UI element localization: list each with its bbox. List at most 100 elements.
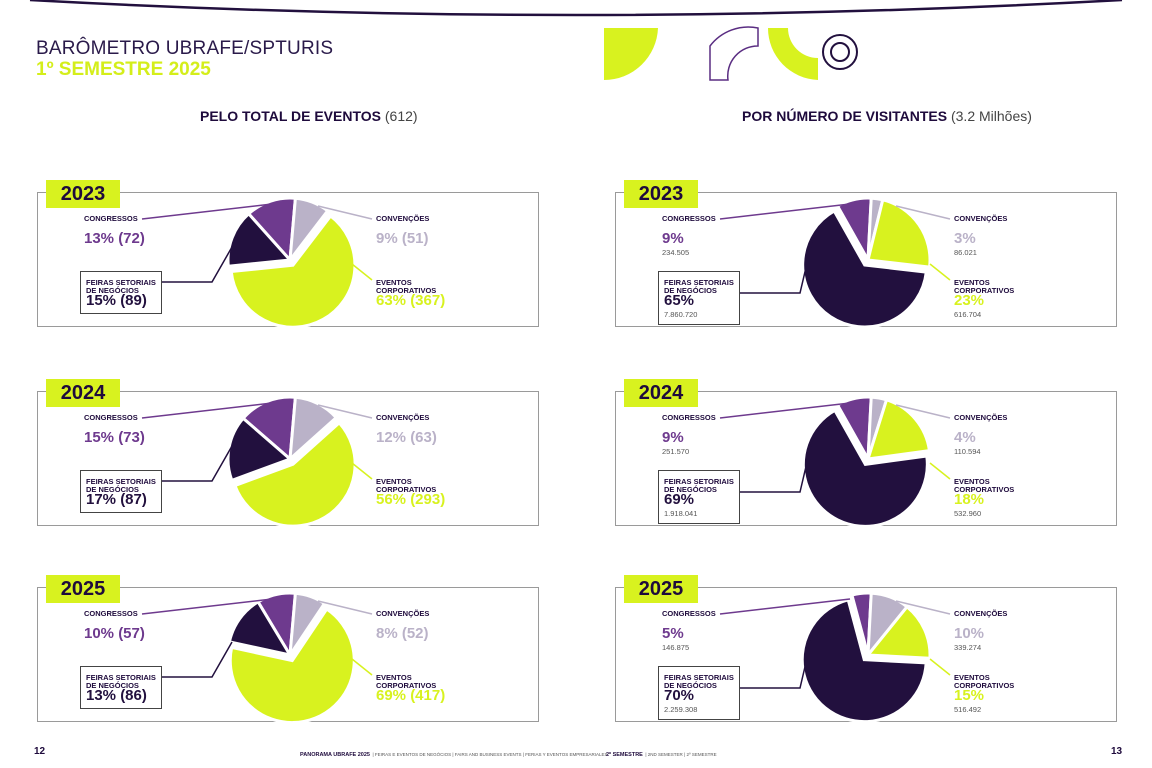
year-badge: 2023 (46, 180, 120, 208)
leader-line-congressos (141, 598, 273, 615)
value-convencoes: 10% (954, 625, 985, 642)
leader-line-eventos (351, 263, 373, 281)
label-eventos-2: CORPORATIVOS (376, 681, 437, 690)
label-feiras-1: FEIRAS SETORIAIS (664, 278, 734, 287)
value-congressos: 9% (662, 230, 684, 247)
value-congressos: 10% (57) (84, 625, 145, 642)
header-arc (29, 0, 1123, 17)
value-convencoes: 8% (52) (376, 625, 429, 642)
label-congressos: CONGRESSOS (84, 609, 138, 618)
sub-feiras: 7.860.720 (664, 310, 698, 319)
label-convencoes: CONVENÇÕES (954, 609, 1008, 618)
label-congressos: CONGRESSOS (84, 214, 138, 223)
label-feiras-1: FEIRAS SETORIAIS (664, 673, 734, 682)
feiras-box (658, 470, 740, 524)
value-congressos: 5% (662, 625, 684, 642)
label-feiras-1: FEIRAS SETORIAIS (664, 477, 734, 486)
label-eventos-1: EVENTOS (376, 278, 412, 287)
pie-slice-feiras (226, 416, 293, 483)
value-feiras: 65% (664, 292, 695, 309)
pie-slice-eventos (864, 604, 932, 660)
leader-line-convencoes (895, 404, 951, 419)
ring-shape (822, 34, 858, 70)
feiras-box (658, 666, 740, 720)
leader-line-convencoes (895, 600, 951, 615)
value-eventos: 18% (954, 491, 985, 508)
pie-slice-eventos (866, 197, 932, 269)
right-chart-title: POR NÚMERO DE VISITANTES (3.2 Milhões) (742, 108, 1032, 124)
label-congressos: CONGRESSOS (662, 214, 716, 223)
value-feiras: 17% (87) (86, 491, 147, 508)
leader-line-congressos (141, 203, 273, 220)
pie-slice-eventos (229, 213, 357, 329)
pie-slice-feiras (800, 597, 928, 724)
leader-line-convencoes (317, 404, 373, 419)
label-convencoes: CONVENÇÕES (954, 413, 1008, 422)
label-feiras-1: FEIRAS SETORIAIS (86, 477, 156, 486)
leader-line-congressos (141, 402, 273, 419)
pie-slice-eventos (228, 606, 356, 725)
label-eventos-1: EVENTOS (954, 673, 990, 682)
label-congressos: CONGRESSOS (84, 413, 138, 422)
leader-line-eventos (929, 462, 951, 480)
value-eventos: 69% (417) (376, 687, 446, 704)
label-eventos-1: EVENTOS (954, 278, 990, 287)
label-eventos-1: EVENTOS (954, 477, 990, 486)
year-badge: 2024 (46, 379, 120, 407)
label-congressos: CONGRESSOS (662, 413, 716, 422)
sub-convencoes: 110.594 (954, 447, 981, 456)
sub-feiras: 1.918.041 (664, 509, 698, 518)
label-feiras-2: DE NEGÓCIOS (86, 681, 139, 690)
label-convencoes: CONVENÇÕES (376, 609, 430, 618)
leader-line-eventos (351, 462, 373, 480)
leader-line-convencoes (895, 205, 951, 220)
label-convencoes: CONVENÇÕES (954, 214, 1008, 223)
leader-line-eventos (351, 658, 373, 676)
label-eventos-2: CORPORATIVOS (954, 681, 1015, 690)
pie-slice-convenções (288, 395, 339, 463)
leader-line-congressos (719, 598, 851, 615)
value-feiras: 69% (664, 491, 695, 508)
leader-line-feiras (739, 636, 813, 689)
pie-slice-feiras (801, 408, 929, 528)
pie-slice-feiras (801, 208, 928, 329)
label-convencoes: CONVENÇÕES (376, 214, 430, 223)
sub-convencoes: 339.274 (954, 643, 982, 652)
label-congressos: CONGRESSOS (662, 609, 716, 618)
label-feiras-2: DE NEGÓCIOS (86, 286, 139, 295)
value-eventos: 15% (954, 687, 985, 704)
value-convencoes: 4% (954, 429, 976, 446)
year-badge: 2025 (624, 575, 698, 603)
label-eventos-2: CORPORATIVOS (376, 286, 437, 295)
value-convencoes: 12% (63) (376, 429, 437, 446)
pie-slice-feiras (226, 211, 294, 268)
value-feiras: 13% (86) (86, 687, 147, 704)
report-title: BARÔMETRO UBRAFE/SPTURIS (36, 38, 334, 59)
label-feiras-1: FEIRAS SETORIAIS (86, 278, 156, 287)
leader-line-convencoes (317, 205, 373, 220)
value-eventos: 23% (954, 292, 985, 309)
report-subtitle: 1º SEMESTRE 2025 (36, 59, 211, 80)
label-eventos-1: EVENTOS (376, 477, 412, 486)
pie-slice-convenções (288, 591, 327, 656)
outline-arc-shape (709, 26, 759, 81)
label-eventos-2: CORPORATIVOS (376, 485, 437, 494)
lime-quarter-shape (604, 28, 658, 81)
feiras-box (80, 271, 162, 314)
leader-line-convencoes (317, 600, 373, 615)
label-feiras-2: DE NEGÓCIOS (664, 681, 717, 690)
year-badge: 2023 (624, 180, 698, 208)
pie-slice-convenções (288, 196, 330, 266)
sub-congressos: 146.875 (662, 643, 690, 652)
value-convencoes: 3% (954, 230, 976, 247)
pie-slice-eventos (865, 397, 932, 461)
label-eventos-2: CORPORATIVOS (954, 485, 1015, 494)
sub-feiras: 2.259.308 (664, 705, 698, 714)
feiras-box (80, 666, 162, 709)
value-convencoes: 9% (51) (376, 230, 429, 247)
value-feiras: 15% (89) (86, 292, 147, 309)
page-number-right: 13 (1111, 746, 1123, 757)
lime-arc-shape (768, 28, 818, 80)
